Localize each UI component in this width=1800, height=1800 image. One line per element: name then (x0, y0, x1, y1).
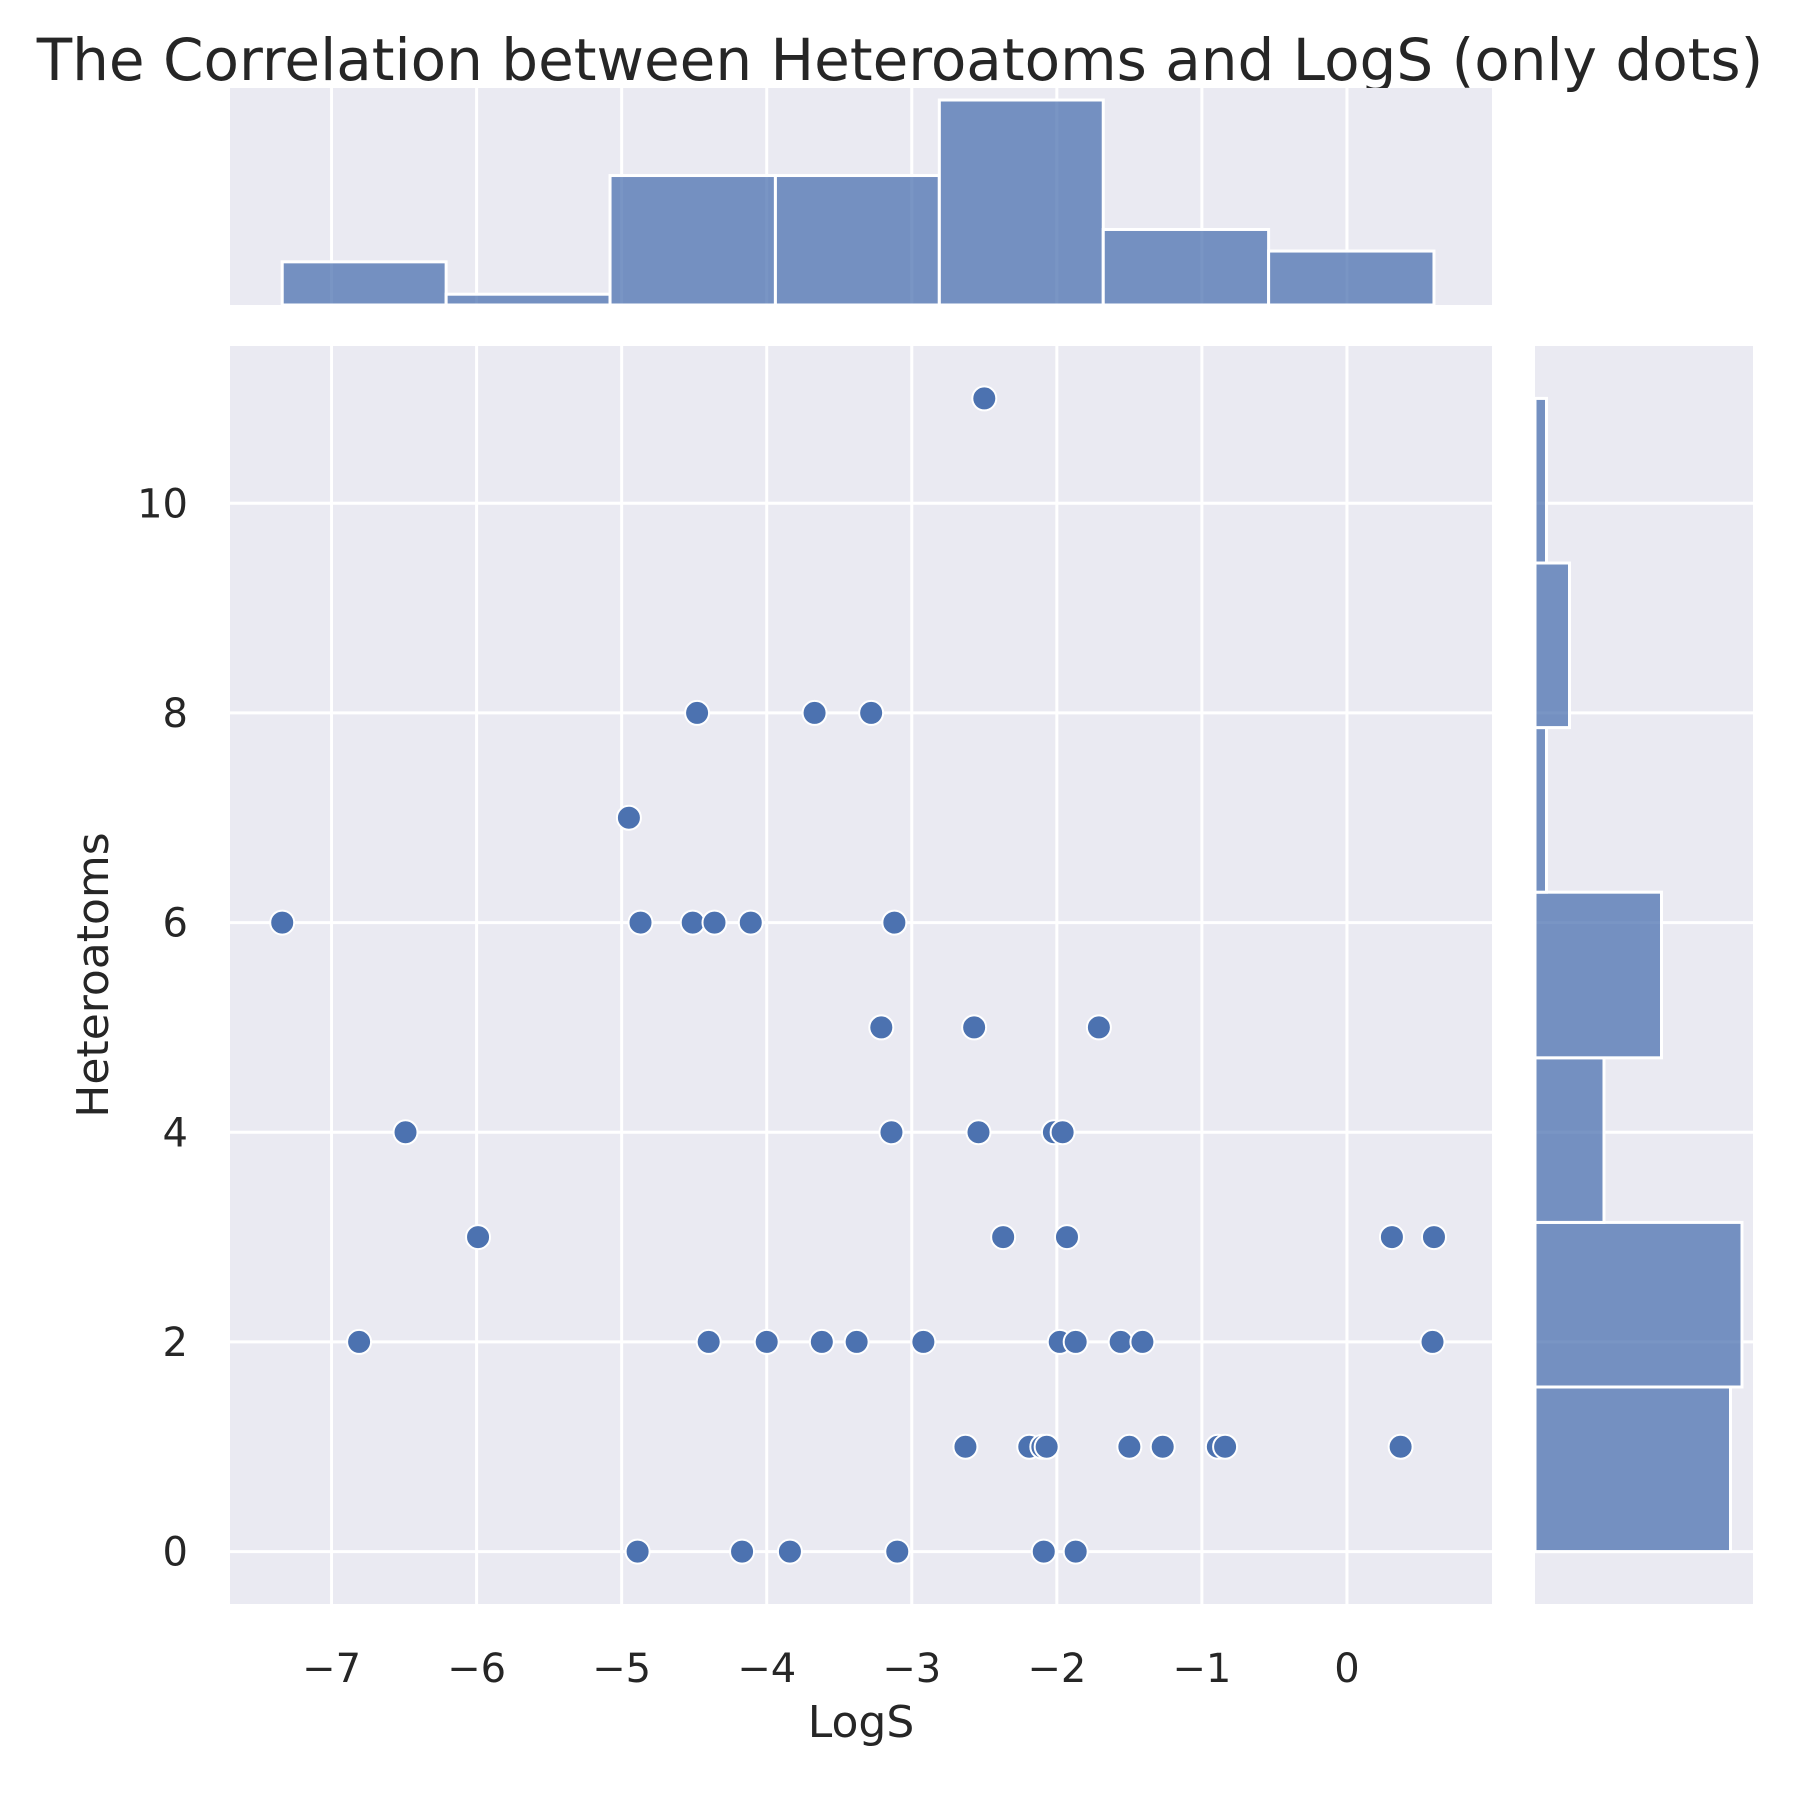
scatter-point (990, 1224, 1017, 1251)
scatter-point (695, 1328, 722, 1355)
right-histogram-bar (1533, 1220, 1744, 1389)
x-tick-label: −2 (1027, 1646, 1086, 1692)
scatter-point (1062, 1328, 1089, 1355)
x-tick-label: −7 (302, 1646, 361, 1692)
scatter-point (1107, 1328, 1134, 1355)
x-tick-label: −5 (592, 1646, 651, 1692)
top-histogram-bar (937, 98, 1105, 307)
scatter-panel (230, 346, 1492, 1604)
y-axis-label: Heteroatoms (68, 832, 119, 1117)
right-histogram-bars (1533, 396, 1744, 1554)
scatter-point (615, 804, 642, 831)
scatter-point (737, 909, 764, 936)
scatter-point (965, 1119, 992, 1146)
scatter-point (1212, 1433, 1239, 1460)
top-histogram-bar (1101, 227, 1271, 307)
scatter-point (729, 1538, 756, 1565)
right-histogram-bar (1533, 561, 1571, 730)
right-histogram-bar (1533, 1056, 1606, 1224)
scatter-point (858, 699, 885, 726)
y-tick-label: 2 (163, 1320, 188, 1366)
scatter-point (971, 385, 998, 412)
scatter-point (910, 1328, 937, 1355)
scatter-point (1030, 1538, 1057, 1565)
scatter-point (952, 1433, 979, 1460)
scatter-point (753, 1328, 780, 1355)
right-histogram-bar (1533, 1385, 1732, 1554)
top-histogram-bar (444, 292, 612, 307)
scatter-point (1049, 1119, 1076, 1146)
scatter-point (679, 909, 706, 936)
scatter-point (801, 699, 828, 726)
scatter-point (465, 1224, 492, 1251)
scatter-point (1062, 1538, 1089, 1565)
y-tick-labels: 0 2 4 6 8 10 (137, 481, 188, 1575)
scatter-point (392, 1119, 419, 1146)
top-histogram-bar (773, 174, 941, 307)
scatter-point (868, 1014, 895, 1041)
right-histogram-bar (1533, 726, 1548, 894)
scatter-point (961, 1014, 988, 1041)
scatter-point (1116, 1433, 1143, 1460)
y-tick-label: 4 (163, 1110, 188, 1156)
scatter-point (684, 699, 711, 726)
x-tick-label: 0 (1334, 1646, 1359, 1692)
scatter-point (776, 1538, 803, 1565)
scatter-point (843, 1328, 870, 1355)
scatter-point (881, 909, 908, 936)
x-tick-label: −1 (1172, 1646, 1231, 1692)
scatter-point (1387, 1433, 1414, 1460)
x-tick-label: −6 (447, 1646, 506, 1692)
top-histogram-bar (608, 174, 777, 307)
scatter-point (701, 909, 728, 936)
top-histogram-bars (280, 98, 1436, 307)
scatter-point (627, 909, 654, 936)
scatter-point (1378, 1224, 1405, 1251)
scatter-points (269, 385, 1447, 1565)
scatter-grid (230, 346, 1492, 1604)
top-histogram-bar (280, 260, 448, 307)
scatter-point (1129, 1328, 1156, 1355)
top-histogram-bar (1267, 249, 1436, 307)
right-histogram-bar (1533, 890, 1663, 1060)
x-tick-label: −4 (737, 1646, 796, 1692)
scatter-point (1419, 1328, 1446, 1355)
scatter-point (1053, 1224, 1080, 1251)
scatter-point (1085, 1014, 1112, 1041)
y-tick-label: 6 (163, 901, 188, 947)
scatter-point (808, 1328, 835, 1355)
scatter-point (346, 1328, 373, 1355)
y-tick-label: 0 (163, 1530, 188, 1576)
scatter-point (1420, 1224, 1447, 1251)
scatter-point (624, 1538, 651, 1565)
scatter-point (1033, 1433, 1060, 1460)
y-tick-label: 10 (137, 481, 188, 527)
x-tick-label: −3 (882, 1646, 941, 1692)
scatter-point (1149, 1433, 1176, 1460)
x-axis-label: LogS (808, 1697, 915, 1748)
scatter-point (878, 1119, 905, 1146)
scatter-point (269, 909, 296, 936)
right-histogram-bar (1533, 396, 1548, 565)
y-tick-label: 8 (163, 691, 188, 737)
scatter-point (884, 1538, 911, 1565)
x-tick-labels: −7 −6 −5 −4 −3 −2 −1 0 (302, 1646, 1360, 1692)
chart-title: The Correlation between Heteroatoms and … (36, 26, 1764, 94)
